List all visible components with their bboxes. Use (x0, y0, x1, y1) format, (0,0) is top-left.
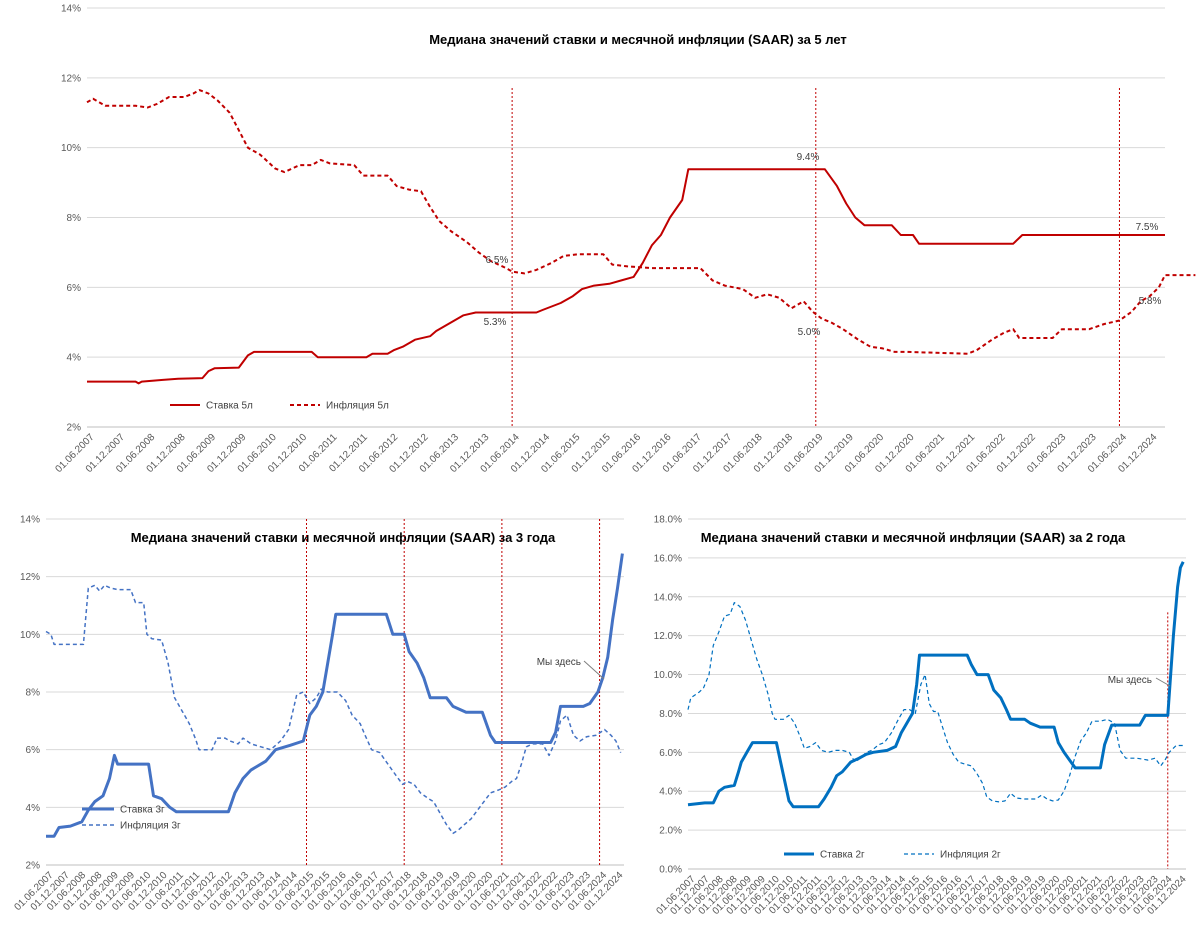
data-annotation: 5.3% (484, 317, 507, 328)
data-annotation: 5.0% (798, 327, 821, 338)
legend-label: Инфляция 5л (326, 400, 389, 412)
legend-label: Ставка 5л (206, 401, 253, 412)
series-line-inflation (687, 602, 1184, 803)
legend-label: Ставка 3г (120, 805, 165, 816)
y-tick-label: 16.0% (654, 553, 682, 564)
legend-label: Инфляция 3г (120, 820, 181, 832)
legend-label: Инфляция 2г (940, 849, 1001, 861)
series-line-rate (87, 168, 1165, 385)
series-line-inflation (45, 584, 622, 835)
y-tick-label: 4% (26, 803, 41, 814)
data-annotation: Мы здесь (537, 657, 581, 668)
y-tick-label: 12% (20, 572, 40, 583)
series-line-inflation (86, 89, 1196, 355)
y-tick-label: 14% (61, 4, 81, 15)
y-tick-label: 0.0% (659, 865, 682, 876)
annotation-pointer (583, 660, 605, 680)
chart-2y-svg: 0.0% 2.0% 4.0% 6.0% 8.0% 10.0% 12.0% 14.0% 16.0%… (654, 515, 1189, 918)
data-annotation: 9.4% (797, 152, 820, 163)
y-tick-label: 6% (26, 745, 41, 756)
series-line-rate (687, 561, 1185, 809)
y-tick-label: 8% (67, 213, 82, 224)
data-annotation: Мы здесь (1108, 675, 1152, 686)
y-tick-label: 12.0% (654, 631, 682, 642)
data-annotation: 5.8% (1139, 296, 1162, 307)
chart-3y-panel: 2% 4% 6% 8% 10% 12% 14% 01.06.2007 01.12.2007 01.… (0, 505, 630, 952)
y-tick-label: 4% (67, 353, 82, 364)
y-tick-label: 14% (20, 515, 40, 526)
y-tick-label: 2.0% (659, 826, 682, 837)
y-tick-label: 12% (61, 73, 81, 84)
y-tick-label: 14.0% (654, 592, 682, 603)
y-tick-label: 2% (26, 861, 41, 872)
chart-title: Медиана значений ставки и месячной инфля… (701, 530, 1126, 545)
y-tick-label: 6% (67, 283, 82, 294)
y-tick-label: 8.0% (659, 709, 682, 720)
y-tick-label: 6.0% (659, 748, 682, 759)
chart-5y-panel: 2% 4% 6% 8% 10% 12% 14% 01.06.2007 01.12.2007 01.… (53, 4, 1196, 475)
y-tick-label: 4.0% (659, 787, 682, 798)
y-tick-label: 10% (61, 143, 81, 154)
legend-label: Ставка 2г (820, 850, 865, 861)
chart-5y-svg: 2%4%6%8%10%12%14%01.06.200701.12.200701.… (53, 4, 1196, 475)
data-annotation: 6.5% (486, 255, 509, 266)
chart-3y-svg: 2%4%6%8%10%12%14%01.06.200701.12.200701.… (12, 515, 625, 914)
chart-2y-panel: 0.0% 2.0% 4.0% 6.0% 8.0% 10.0% 12.0% 14.0% 16.0%… (630, 505, 1200, 952)
series-line-rate (46, 553, 624, 838)
chart-title: Медиана значений ставки и месячной инфля… (131, 530, 556, 545)
y-tick-label: 10% (20, 630, 40, 641)
chart-title: Медиана значений ставки и месячной инфля… (429, 32, 847, 47)
y-tick-label: 8% (26, 688, 41, 699)
annotation-pointer (1155, 677, 1171, 687)
y-tick-label: 10.0% (654, 670, 682, 681)
data-annotation: 7.5% (1136, 222, 1159, 233)
y-tick-label: 18.0% (654, 515, 682, 526)
y-tick-label: 2% (67, 423, 82, 434)
